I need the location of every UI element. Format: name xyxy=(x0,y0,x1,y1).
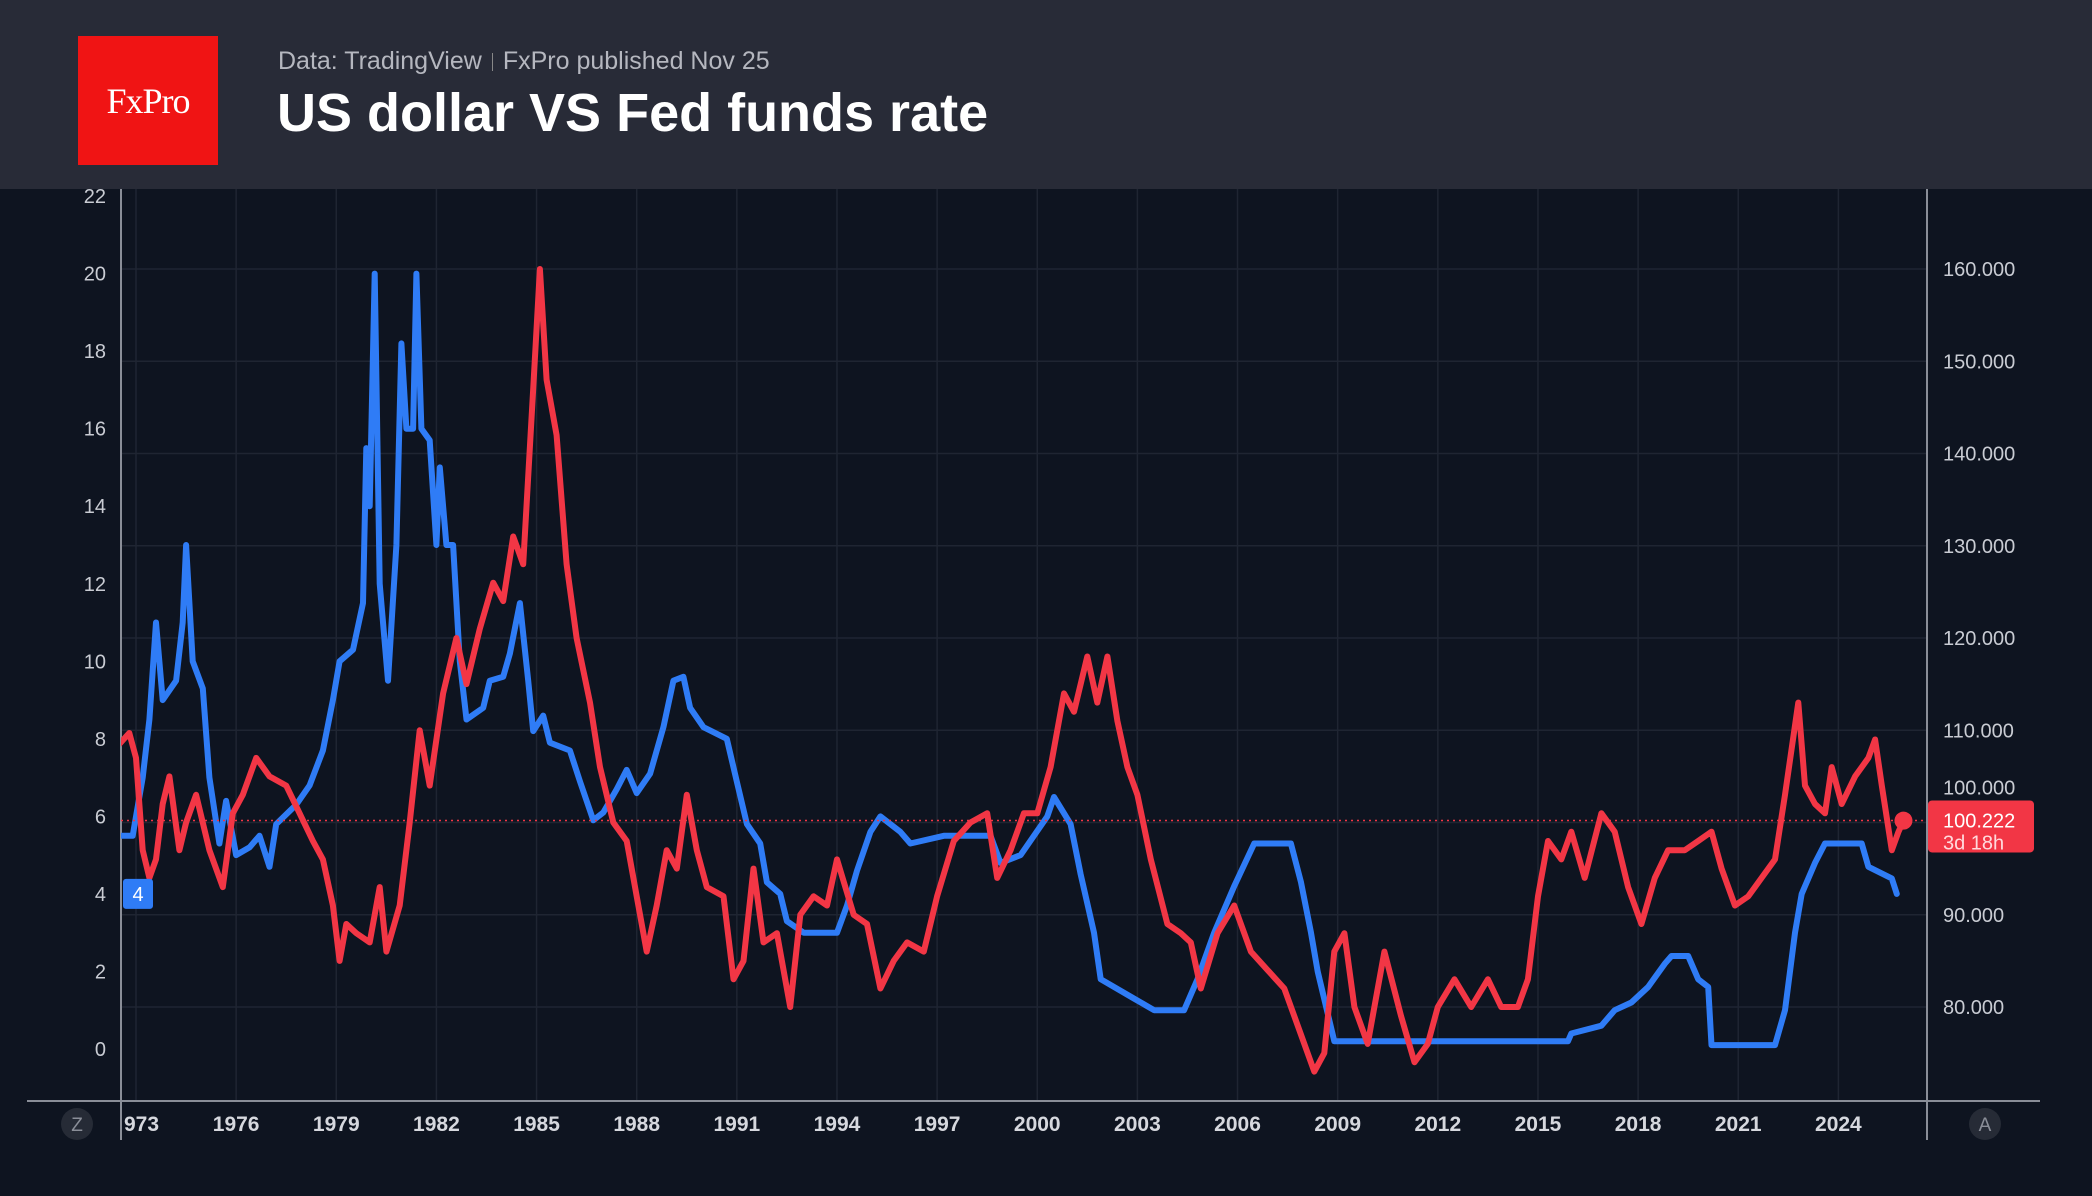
x-tick-label: 2018 xyxy=(1615,1113,1662,1136)
axes xyxy=(27,189,2040,1140)
x-tick-label: 1988 xyxy=(613,1113,660,1136)
left-tick-label: 2 xyxy=(95,961,106,983)
x-tick-label: 2006 xyxy=(1214,1113,1261,1136)
fed-rate-label-value: 4 xyxy=(132,884,143,906)
x-tick-label: 2009 xyxy=(1314,1113,1361,1136)
page-title: US dollar VS Fed funds rate xyxy=(277,83,989,143)
price-label-background xyxy=(1928,800,2034,853)
x-tick-label: 2024 xyxy=(1815,1113,1862,1136)
header: FxPro Data: TradingView FxPro published N… xyxy=(0,0,2092,189)
z-button-label: Z xyxy=(71,1115,83,1136)
left-tick-label: 6 xyxy=(95,806,106,828)
left-tick-label: 16 xyxy=(84,419,106,441)
fed-funds-rate-line xyxy=(121,270,1900,1049)
a-button-label: A xyxy=(1979,1115,1992,1136)
x-tick-label: 2015 xyxy=(1515,1113,1562,1136)
left-tick-label: 4 xyxy=(95,884,106,906)
gridlines xyxy=(121,189,1927,1101)
x-tick-label: 2021 xyxy=(1715,1113,1762,1136)
x-tick-label: 1997 xyxy=(914,1113,961,1136)
right-tick-label: 130.000 xyxy=(1943,536,2015,558)
left-tick-label: 20 xyxy=(84,264,106,286)
right-tick-label: 90.000 xyxy=(1943,905,2004,927)
x-tick-label: 2012 xyxy=(1414,1113,1461,1136)
subtitle: Data: TradingView FxPro published Nov 25 xyxy=(278,47,770,76)
x-tick-label: 1979 xyxy=(313,1113,360,1136)
separator xyxy=(491,53,493,72)
x-tick-label: 1982 xyxy=(413,1113,460,1136)
fed-rate-label: 4 xyxy=(123,878,153,909)
x-tick-label: 1994 xyxy=(814,1113,861,1136)
published-note: FxPro published Nov 25 xyxy=(502,47,770,75)
logo-text: FxPro xyxy=(106,80,190,121)
x-tick-label: 2003 xyxy=(1114,1113,1161,1136)
dollar-index-line xyxy=(121,266,1907,1075)
z-button[interactable]: Z xyxy=(61,1108,93,1140)
right-tick-label: 100.000 xyxy=(1943,777,2015,799)
x-tick-label: 1985 xyxy=(513,1113,560,1136)
x-tick-label: 2000 xyxy=(1014,1113,1061,1136)
right-tick-label: 110.000 xyxy=(1943,720,2014,742)
left-tick-label: 14 xyxy=(84,496,106,518)
right-tick-label: 140.000 xyxy=(1943,444,2015,466)
right-tick-label: 80.000 xyxy=(1943,997,2004,1019)
left-tick-label: 22 xyxy=(84,186,106,208)
data-source: Data: TradingView xyxy=(278,47,482,75)
fed-rate-label-background xyxy=(123,878,153,909)
left-tick-label: 12 xyxy=(84,574,106,596)
left-tick-label: 8 xyxy=(95,729,106,751)
x-tick-label: 1976 xyxy=(213,1113,260,1136)
left-tick-label: 10 xyxy=(84,651,106,673)
x-tick-label: 973 xyxy=(124,1113,159,1136)
x-tick-label: 1991 xyxy=(713,1113,760,1136)
a-button[interactable]: A xyxy=(1969,1108,2001,1140)
price-label-value: 100.222 xyxy=(1943,810,2015,832)
right-tick-label: 150.000 xyxy=(1943,351,2015,373)
fxpro-logo: FxPro xyxy=(78,36,218,165)
right-tick-label: 160.000 xyxy=(1943,259,2015,281)
right-tick-label: 120.000 xyxy=(1943,628,2015,650)
price-label-countdown: 3d 18h xyxy=(1943,832,2004,854)
left-tick-label: 0 xyxy=(95,1039,106,1061)
left-tick-label: 18 xyxy=(84,341,106,363)
